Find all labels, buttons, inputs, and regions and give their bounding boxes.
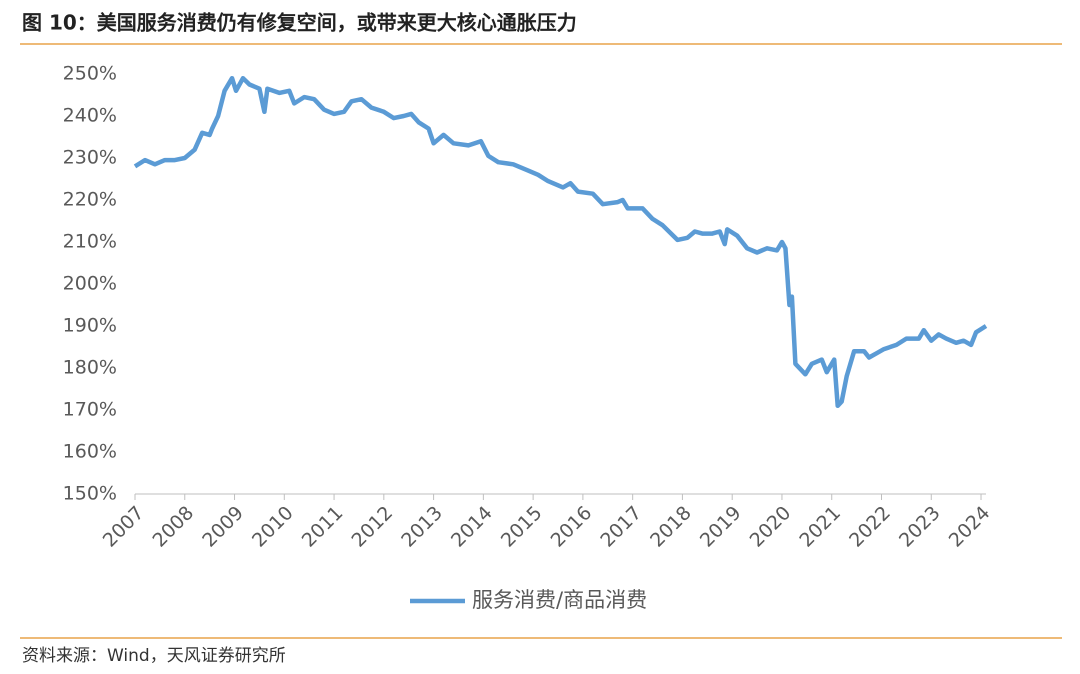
x-tick-label: 2021 — [795, 502, 845, 552]
y-tick-label: 240% — [63, 105, 117, 127]
y-tick-label: 230% — [63, 147, 117, 169]
legend-label: 服务消费/商品消费 — [472, 588, 647, 612]
x-tick-label: 2016 — [547, 502, 597, 552]
x-tick-label: 2022 — [845, 502, 895, 552]
x-tick-label: 2019 — [696, 502, 746, 552]
x-tick-label: 2020 — [746, 502, 796, 552]
y-tick-label: 190% — [63, 315, 117, 337]
x-tick-label: 2015 — [497, 502, 547, 552]
y-tick-label: 170% — [63, 399, 117, 421]
y-tick-label: 200% — [63, 273, 117, 295]
y-tick-label: 220% — [63, 189, 117, 211]
x-tick-label: 2017 — [596, 502, 646, 552]
chart-title: 图 10：美国服务消费仍有修复空间，或带来更大核心通胀压力 — [22, 11, 577, 35]
source: 资料来源：Wind，天风证券研究所 — [22, 646, 286, 666]
y-tick-label: 250% — [63, 63, 117, 85]
x-tick-label: 2024 — [945, 502, 995, 552]
y-tick-label: 160% — [63, 441, 117, 463]
x-tick-label: 2007 — [99, 502, 149, 552]
x-tick-label: 2018 — [646, 502, 696, 552]
x-tick-label: 2009 — [198, 502, 248, 552]
x-tick-label: 2008 — [148, 502, 198, 552]
x-tick-label: 2013 — [397, 502, 447, 552]
x-tick-label: 2014 — [447, 502, 497, 552]
x-tick-label: 2012 — [348, 502, 398, 552]
series-line — [133, 75, 988, 409]
y-tick-label: 210% — [63, 231, 117, 253]
y-tick-label: 180% — [63, 357, 117, 379]
y-tick-label: 150% — [63, 483, 117, 505]
x-tick-label: 2011 — [298, 502, 348, 552]
x-tick-label: 2010 — [248, 502, 298, 552]
x-tick-label: 2023 — [895, 502, 945, 552]
